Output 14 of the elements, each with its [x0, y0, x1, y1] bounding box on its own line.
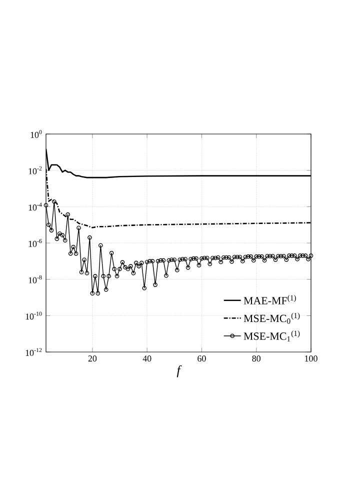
x-tick-label: 20 [88, 356, 97, 362]
x-axis-title: f [176, 365, 182, 378]
x-tick-label: 100 [305, 356, 318, 362]
legend-label: MAE-MF$^{(1)}$ [244, 294, 296, 304]
y-tick-label: 10$^{-2}$ [28, 166, 42, 174]
y-tick-label: 10$^{-10}$ [26, 312, 42, 320]
x-tick-label: 60 [198, 356, 206, 362]
x-tick-label: 40 [142, 356, 152, 362]
y-tick-label: 10$^{-12}$ [26, 348, 42, 356]
y-tick-label: 10$^{0}$ [30, 130, 42, 138]
y-tick-label: 10$^{-4}$ [28, 202, 42, 211]
x-tick-label: 80 [252, 356, 260, 362]
y-tick-label: 10$^{-6}$ [28, 239, 42, 247]
y-tick-label: 10$^{-8}$ [28, 275, 42, 284]
